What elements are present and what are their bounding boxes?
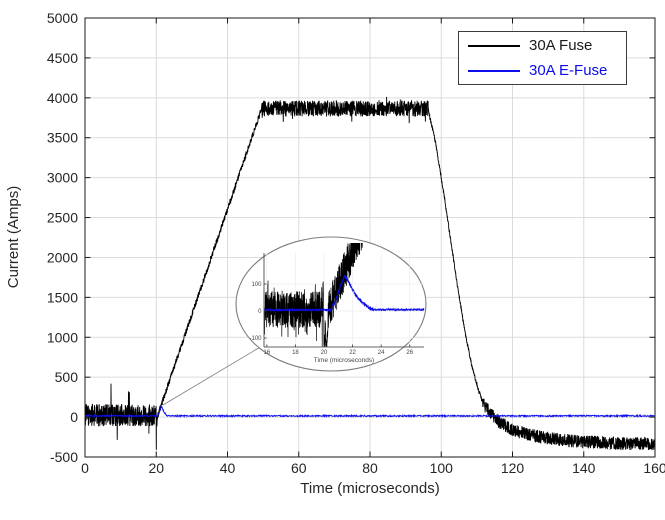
legend-line-sample-fuse xyxy=(468,44,520,47)
y-axis-label: Current (Amps) xyxy=(5,186,22,289)
inset-series-efuse xyxy=(264,274,425,313)
x-tick-label: 60 xyxy=(291,460,307,476)
x-tick-label: 160 xyxy=(643,460,665,476)
y-tick-label: 3500 xyxy=(47,130,78,146)
series-efuse xyxy=(84,405,655,419)
y-tick-label: -500 xyxy=(50,449,78,465)
inset-y-tick-label: 0 xyxy=(258,309,262,315)
y-tick-label: 500 xyxy=(55,369,79,385)
inset-chart: 16 18 20 22 24 26 -100 0 100 xyxy=(249,243,425,356)
inset-x-tick-label: 24 xyxy=(378,350,385,356)
legend-line-sample-efuse xyxy=(468,69,520,72)
legend-item-fuse: 30A Fuse xyxy=(459,33,626,58)
legend-label-efuse: 30A E-Fuse xyxy=(529,62,608,79)
y-tick-label: 5000 xyxy=(47,10,78,26)
y-tick-label: 3000 xyxy=(47,170,78,186)
legend-item-efuse: 30A E-Fuse xyxy=(459,58,626,83)
y-tick-label: 2500 xyxy=(47,210,78,226)
inset-x-tick-label: 22 xyxy=(349,350,356,356)
x-tick-label: 140 xyxy=(572,460,596,476)
inset-x-tick-label: 26 xyxy=(406,350,413,356)
inset-x-axis-label: Time (microseconds) xyxy=(314,357,374,364)
inset-y-tick-label: 100 xyxy=(251,282,262,288)
inset-x-tick-label: 20 xyxy=(321,350,328,356)
x-tick-label: 80 xyxy=(362,460,378,476)
x-tick-label: 40 xyxy=(220,460,236,476)
inset-x-tick-label: 16 xyxy=(264,350,271,356)
y-tick-label: 4500 xyxy=(47,50,78,66)
x-axis-label: Time (microseconds) xyxy=(300,480,439,497)
y-tick-label: 4000 xyxy=(47,90,78,106)
inset-x-tick-label: 18 xyxy=(292,350,299,356)
x-tick-label: 100 xyxy=(430,460,454,476)
main-axes xyxy=(84,17,656,458)
y-tick-label: 0 xyxy=(70,409,78,425)
x-tick-label: 120 xyxy=(501,460,525,476)
inset-y-tick-label: -100 xyxy=(249,336,262,342)
main-series xyxy=(84,96,656,451)
inset-series-fuse xyxy=(264,243,363,347)
x-tick-label: 0 xyxy=(81,460,89,476)
inset-series xyxy=(264,243,425,347)
x-tick-label: 20 xyxy=(148,460,164,476)
y-tick-label: 1000 xyxy=(47,329,78,345)
magnifier-leader-line xyxy=(162,345,263,406)
legend-label-fuse: 30A Fuse xyxy=(529,37,593,54)
y-tick-label: 2000 xyxy=(47,249,78,265)
series-fuse xyxy=(84,96,656,451)
legend: 30A Fuse 30A E-Fuse xyxy=(458,31,627,85)
y-tick-label: 1500 xyxy=(47,289,78,305)
main-tick-labels: 0 20 40 60 80 100 120 140 160-500050010001500200… xyxy=(47,10,665,476)
